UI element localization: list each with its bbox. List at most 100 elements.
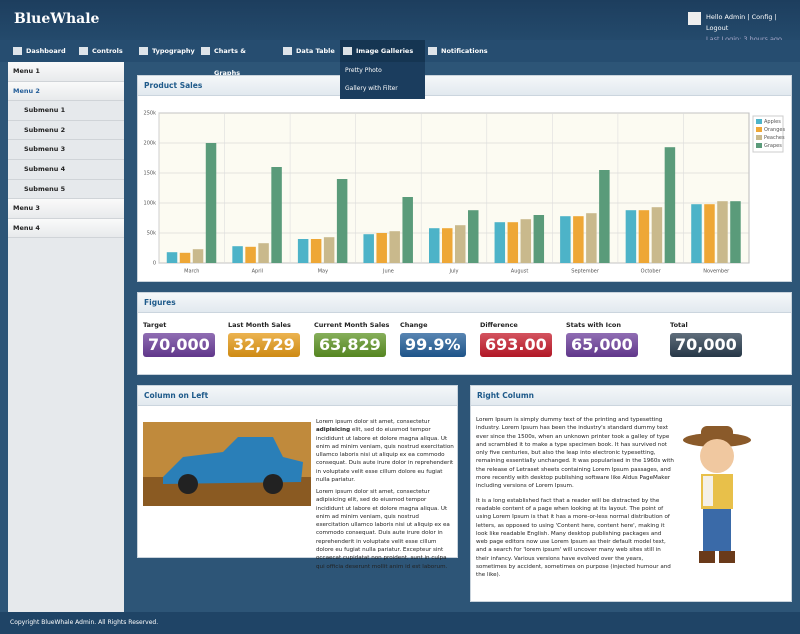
x-tick-label: August: [511, 269, 529, 275]
footer: Copyright BlueWhale Admin. All Rights Re…: [0, 612, 800, 634]
sidebar-item[interactable]: Menu 1: [8, 62, 124, 82]
y-tick-label: 250k: [144, 111, 157, 117]
x-tick-label: June: [382, 269, 394, 275]
avatar: [688, 12, 701, 25]
bold-text: adipisicing: [316, 427, 351, 434]
right-panel: Right Column Lorem Ipsum is simply dummy…: [470, 385, 792, 602]
figure-label: Target: [143, 321, 167, 329]
y-tick-label: 50k: [147, 231, 156, 237]
bar: [297, 239, 309, 263]
header: BlueWhale Hello Admin | Config | Logout …: [0, 0, 800, 43]
bar: [507, 222, 519, 263]
nav-item[interactable]: Notifications: [425, 40, 488, 62]
nav-icon: [283, 47, 292, 55]
y-tick-label: 200k: [144, 141, 157, 147]
left-panel: Column on Left Lorem ipsum dolor sit ame…: [137, 385, 458, 570]
bar: [429, 228, 440, 263]
bar: [232, 246, 243, 263]
nav-item[interactable]: Typography: [136, 40, 196, 62]
toy-image: [683, 426, 751, 563]
nav-icon: [139, 47, 148, 55]
bar: [363, 234, 374, 263]
brand[interactable]: BlueWhale: [14, 11, 100, 27]
legend-swatch: [756, 127, 762, 132]
bar: [323, 237, 335, 263]
figure: Difference 693.00: [480, 321, 552, 357]
nav-icon: [428, 47, 437, 55]
figure-label: Stats with Icon: [566, 321, 622, 329]
y-tick-label: 150k: [144, 171, 157, 177]
figure-value: 70,000: [143, 333, 215, 357]
figure: Last Month Sales 32,729: [228, 321, 300, 357]
nav-icon: [343, 47, 352, 55]
figure-value: 99.9%: [400, 333, 466, 357]
nav-item[interactable]: Data Table: [280, 40, 340, 62]
sidebar-item[interactable]: Menu 4: [8, 218, 124, 239]
bar: [573, 216, 584, 263]
x-tick-label: May: [318, 269, 328, 275]
figure-label: Current Month Sales: [314, 321, 390, 329]
legend-swatch: [756, 143, 762, 148]
y-tick-label: 100k: [144, 201, 157, 207]
bar: [205, 143, 217, 263]
sidebar-item[interactable]: Submenu 1: [8, 101, 124, 121]
bar: [560, 216, 571, 263]
bar: [651, 207, 663, 263]
sales-panel: Product Sales 0 50k 100k 150k 200k 250k March A…: [137, 75, 792, 282]
bar: [258, 243, 269, 263]
last-login: Last Login: 3 hours ago: [706, 35, 783, 43]
x-tick-label: October: [641, 269, 662, 275]
bar: [704, 204, 715, 263]
bar: [192, 249, 204, 263]
bar: [599, 170, 610, 263]
nav-item[interactable]: Image Galleries: [340, 40, 425, 62]
nav-item[interactable]: Charts & Graphs: [198, 40, 258, 77]
nav-bar: Dashboard Controls Typography Charts & Grap…: [0, 40, 800, 77]
nav-item[interactable]: Dashboard: [10, 40, 70, 62]
legend: Apples Oranges Peaches Grapes: [752, 115, 785, 153]
dropdown-item[interactable]: Gallery with Filter: [345, 85, 398, 92]
bar: [455, 225, 466, 263]
logout-link[interactable]: Logout: [706, 24, 729, 32]
sidebar-item[interactable]: Submenu 3: [8, 140, 124, 160]
figure-value: 63,829: [314, 333, 386, 357]
user-box: Hello Admin | Config | Logout Last Login…: [706, 12, 800, 45]
chart: 0 50k 100k 150k 200k 250k March April May June Jul…: [144, 111, 786, 275]
config-link[interactable]: Config: [751, 13, 773, 21]
bar: [442, 228, 453, 263]
panel-title: Product Sales: [138, 76, 791, 96]
figure: Target 70,000: [143, 321, 215, 357]
nav-icon: [201, 47, 210, 55]
sidebar-item[interactable]: Submenu 4: [8, 159, 124, 180]
legend-swatch: [756, 135, 762, 140]
bar: [389, 231, 400, 263]
x-tick-label: April: [252, 269, 263, 275]
dropdown: Pretty Photo Gallery with Filter: [340, 62, 425, 99]
text: Lorem ipsum dolor sit amet, consectetur: [316, 419, 430, 425]
figure: Current Month Sales 63,829: [314, 321, 389, 357]
x-tick-label: July: [449, 269, 459, 275]
y-tick-label: 0: [153, 261, 156, 267]
paragraph: Lorem ipsum dolor sit amet, consectetur …: [316, 418, 456, 484]
bar: [336, 179, 348, 263]
figure-label: Difference: [480, 321, 518, 329]
sidebar-item[interactable]: Menu 3: [8, 199, 124, 219]
sidebar-item[interactable]: Submenu 5: [8, 179, 124, 200]
bar: [310, 239, 322, 263]
figure-value: 693.00: [480, 333, 552, 357]
nav-icon: [13, 47, 22, 55]
figure-label: Change: [400, 321, 428, 329]
bar: [717, 201, 728, 263]
figure-value: 32,729: [228, 333, 300, 357]
sidebar-item[interactable]: Menu 2: [8, 81, 124, 102]
bar: [586, 213, 597, 263]
bar: [468, 210, 479, 263]
sidebar-item[interactable]: Submenu 2: [8, 120, 124, 141]
x-tick-label: November: [703, 269, 730, 275]
paragraph: It is a long established fact that a rea…: [476, 497, 671, 579]
bar: [533, 215, 545, 263]
nav-item[interactable]: Controls: [76, 40, 136, 62]
legend-label: Peaches: [764, 135, 785, 141]
greeting: Hello Admin: [706, 13, 746, 21]
dropdown-item[interactable]: Pretty Photo: [345, 67, 382, 74]
